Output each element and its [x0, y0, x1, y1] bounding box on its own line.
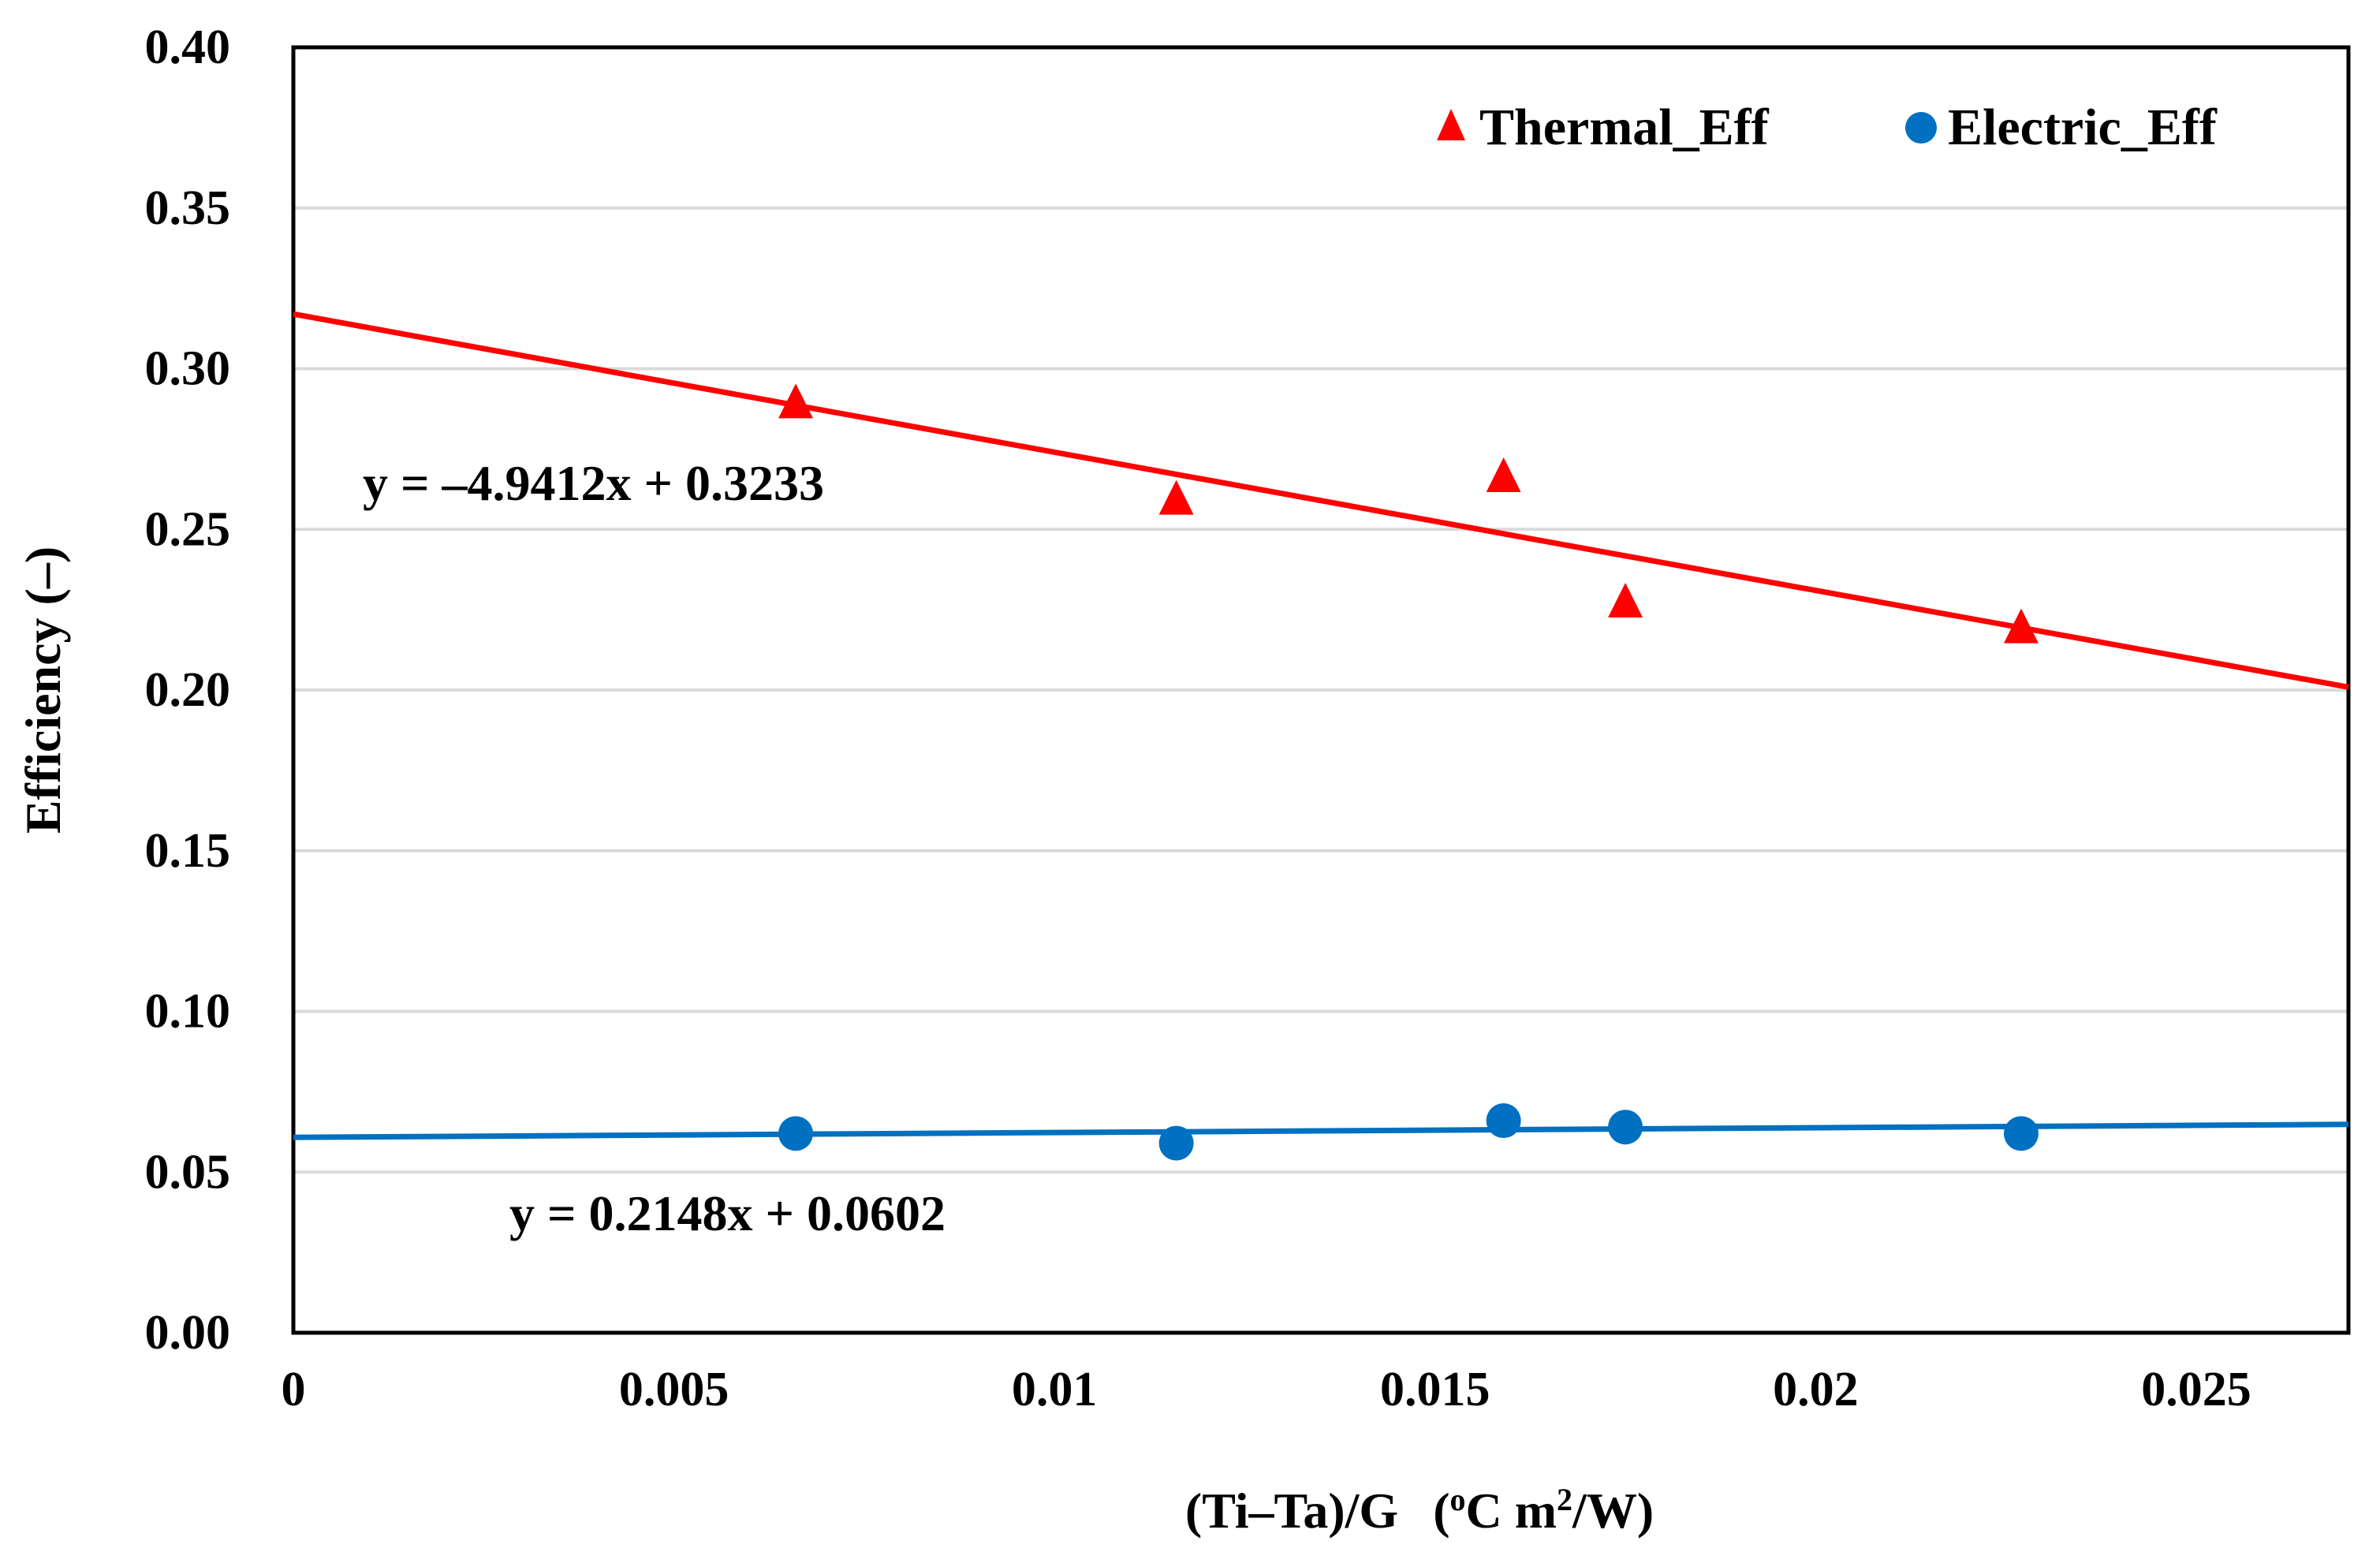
x-axis-title-main: (Ti–Ta)/G	[1185, 1483, 1398, 1539]
y-axis-title: Efficiency (–)	[15, 547, 71, 834]
x-tick-label: 0.025	[2141, 1363, 2251, 1416]
data-markers	[778, 383, 2039, 1161]
plot-area-frame	[291, 45, 2351, 1335]
y-tick-label: 0.10	[145, 985, 231, 1039]
grid-lines	[293, 206, 2348, 1174]
y-tick-label: 0.40	[145, 21, 231, 74]
thermal-data-point	[1158, 479, 1194, 515]
legend-thermal-triangle-icon	[1437, 109, 1465, 140]
x-tick-label: 0.015	[1380, 1363, 1490, 1416]
trendlines	[293, 311, 2349, 1140]
y-tick-label: 0.00	[145, 1306, 231, 1360]
y-tick-label: 0.25	[145, 502, 231, 556]
electric-trendline-equation: y = 0.2148x + 0.0602	[509, 1185, 946, 1241]
y-tick-label: 0.20	[145, 663, 231, 717]
x-tick-label: 0	[282, 1363, 306, 1416]
y-tick-label: 0.05	[145, 1145, 231, 1199]
thermal-data-point	[1486, 457, 1521, 493]
thermal-trendline	[293, 311, 2349, 690]
thermal-data-point	[778, 383, 814, 419]
electric-data-point	[778, 1116, 814, 1151]
thermal-data-point	[1608, 582, 1643, 617]
x-tick-label: 0.01	[1012, 1363, 1098, 1416]
x-tick-label: 0.02	[1773, 1363, 1859, 1416]
thermal-trendline-equation: y = –4.9412x + 0.3233	[363, 455, 824, 511]
y-tick-label: 0.15	[145, 824, 231, 878]
electric-data-point	[1608, 1110, 1643, 1145]
legend-thermal-label: Thermal_Eff	[1479, 99, 1770, 156]
electric-data-point	[2003, 1116, 2039, 1151]
electric-trendline	[293, 1121, 2349, 1140]
legend: Thermal_Eff Electric_Eff	[1437, 99, 2218, 156]
x-axis-tick-labels: 0 0.005 0.01 0.015 0.02 0.025	[282, 1363, 2251, 1416]
y-tick-label: 0.35	[145, 181, 231, 235]
legend-electric-circle-icon	[1905, 112, 1937, 144]
legend-electric-label: Electric_Eff	[1948, 99, 2218, 156]
thermal-data-point	[2003, 608, 2039, 644]
electric-data-point	[1486, 1103, 1521, 1139]
x-axis-title: (Ti–Ta)/G (oC m2/W)	[1185, 1482, 1654, 1539]
electric-data-point	[1158, 1125, 1194, 1161]
x-tick-label: 0.005	[619, 1363, 729, 1416]
y-axis-tick-labels: 0.00 0.05 0.10 0.15 0.20 0.25 0.30 0.35 0.40	[145, 21, 231, 1360]
y-tick-label: 0.30	[145, 342, 231, 396]
